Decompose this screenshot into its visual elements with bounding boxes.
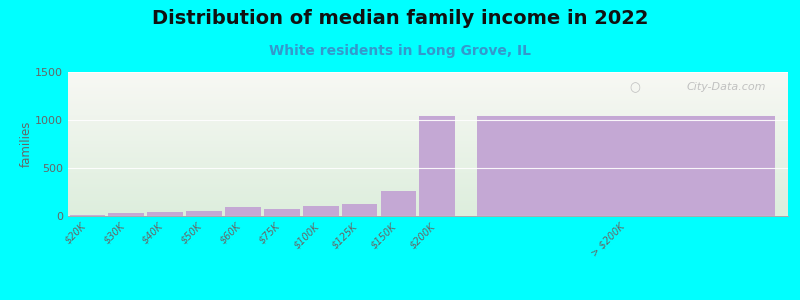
Text: City-Data.com: City-Data.com — [687, 82, 766, 92]
Text: Distribution of median family income in 2022: Distribution of median family income in … — [152, 9, 648, 28]
Y-axis label: families: families — [19, 121, 32, 167]
Text: White residents in Long Grove, IL: White residents in Long Grove, IL — [269, 44, 531, 58]
Bar — [225, 207, 261, 216]
Bar — [381, 190, 416, 216]
Bar — [342, 204, 378, 216]
Bar — [303, 206, 338, 216]
Bar — [186, 212, 222, 216]
Bar — [147, 212, 183, 216]
Bar — [477, 116, 775, 216]
Bar — [109, 213, 144, 216]
Bar — [419, 116, 455, 216]
Text: ○: ○ — [630, 81, 641, 94]
Bar — [70, 215, 106, 216]
Bar — [264, 209, 300, 216]
